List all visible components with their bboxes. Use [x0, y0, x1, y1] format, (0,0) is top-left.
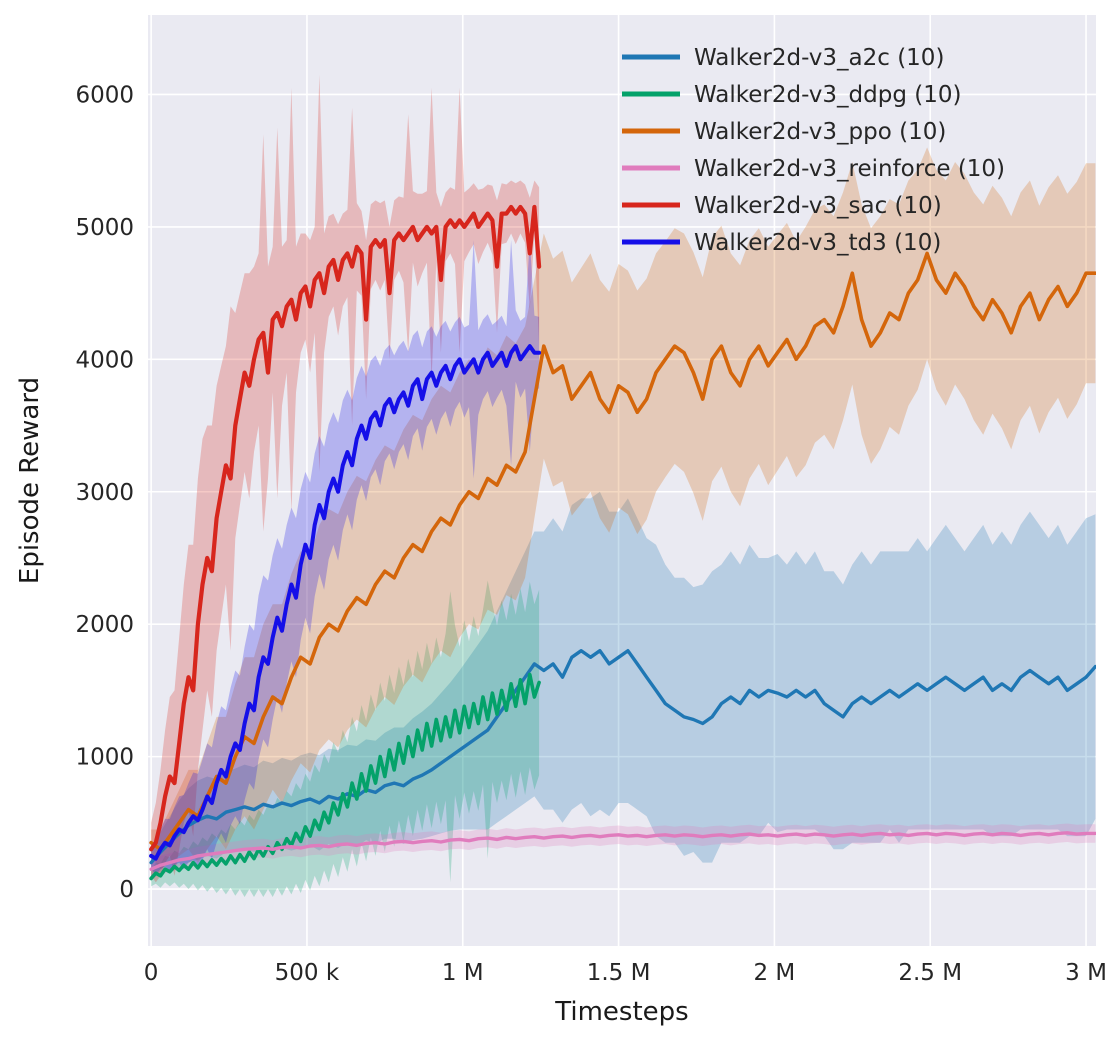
y-tick-label: 2000: [75, 612, 134, 638]
legend-label-a2c: Walker2d-v3_a2c (10): [694, 45, 944, 71]
y-tick-label: 4000: [75, 347, 134, 373]
legend: Walker2d-v3_a2c (10) Walker2d-v3_ddpg (10…: [622, 45, 1005, 256]
legend-label-reinforce: Walker2d-v3_reinforce (10): [694, 156, 1005, 182]
series-line-a2c: [149, 649, 1096, 865]
plot-area: [149, 74, 1096, 897]
series-line-sac: [149, 204, 542, 852]
legend-label-td3: Walker2d-v3_td3 (10): [694, 230, 941, 256]
legend-label-sac: Walker2d-v3_sac (10): [694, 193, 942, 219]
y-tick-label: 1000: [75, 745, 134, 771]
x-axis-label: Timesteps: [554, 997, 688, 1027]
confidence-band-a2c: [151, 491, 1096, 876]
x-tick-label: 500 k: [275, 960, 340, 986]
x-tick-label: 1 M: [442, 960, 484, 986]
x-tick-label: 3 M: [1065, 960, 1107, 986]
legend-label-ppo: Walker2d-v3_ppo (10): [694, 119, 946, 145]
x-tick-label: 0: [144, 960, 159, 986]
y-tick-label: 5000: [75, 215, 134, 241]
x-tick-label: 1.5 M: [587, 960, 651, 986]
x-tick-label: 2.5 M: [898, 960, 962, 986]
confidence-band-ppo: [151, 147, 1096, 870]
x-tick-label: 2 M: [753, 960, 795, 986]
y-tick-label: 6000: [75, 82, 134, 108]
series-line-ppo: [149, 251, 1096, 852]
y-axis-label: Episode Reward: [15, 377, 45, 584]
y-tick-label: 0: [119, 877, 134, 903]
legend-label-ddpg: Walker2d-v3_ddpg (10): [694, 82, 961, 108]
series-line-ddpg: [149, 672, 541, 881]
y-tick-label: 3000: [75, 480, 134, 506]
series-line-reinforce: [149, 831, 1096, 871]
confidence-band-ddpg: [151, 580, 540, 897]
confidence-band-reinforce: [151, 823, 1096, 879]
series-line-td3: [149, 344, 542, 861]
